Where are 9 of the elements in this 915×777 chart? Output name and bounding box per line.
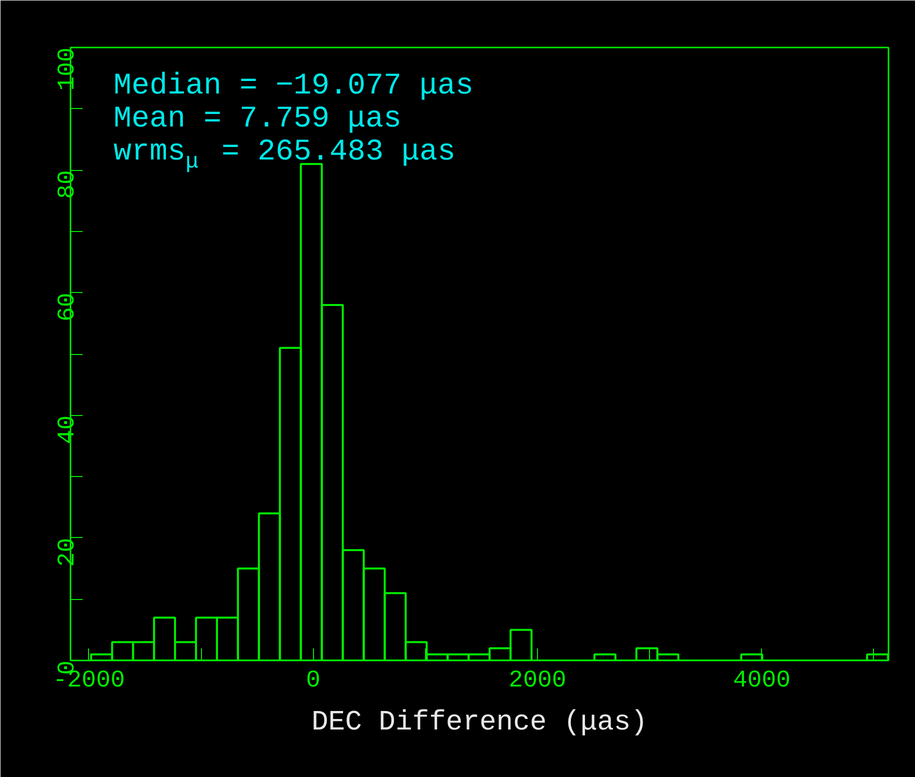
- x-tick-label: 4000: [732, 668, 791, 694]
- x-tick-label: 2000: [508, 668, 566, 694]
- y-tick-label: 40: [54, 415, 82, 444]
- y-tick-label: 100: [54, 47, 82, 91]
- x-tick-label: 0: [306, 668, 320, 694]
- y-tick-label: 20: [54, 538, 82, 567]
- annotation: Median = −19.077 μas: [114, 70, 474, 104]
- annotation: Mean = 7.759 μas: [114, 102, 402, 136]
- x-axis-title: DEC Difference (μas): [311, 708, 648, 738]
